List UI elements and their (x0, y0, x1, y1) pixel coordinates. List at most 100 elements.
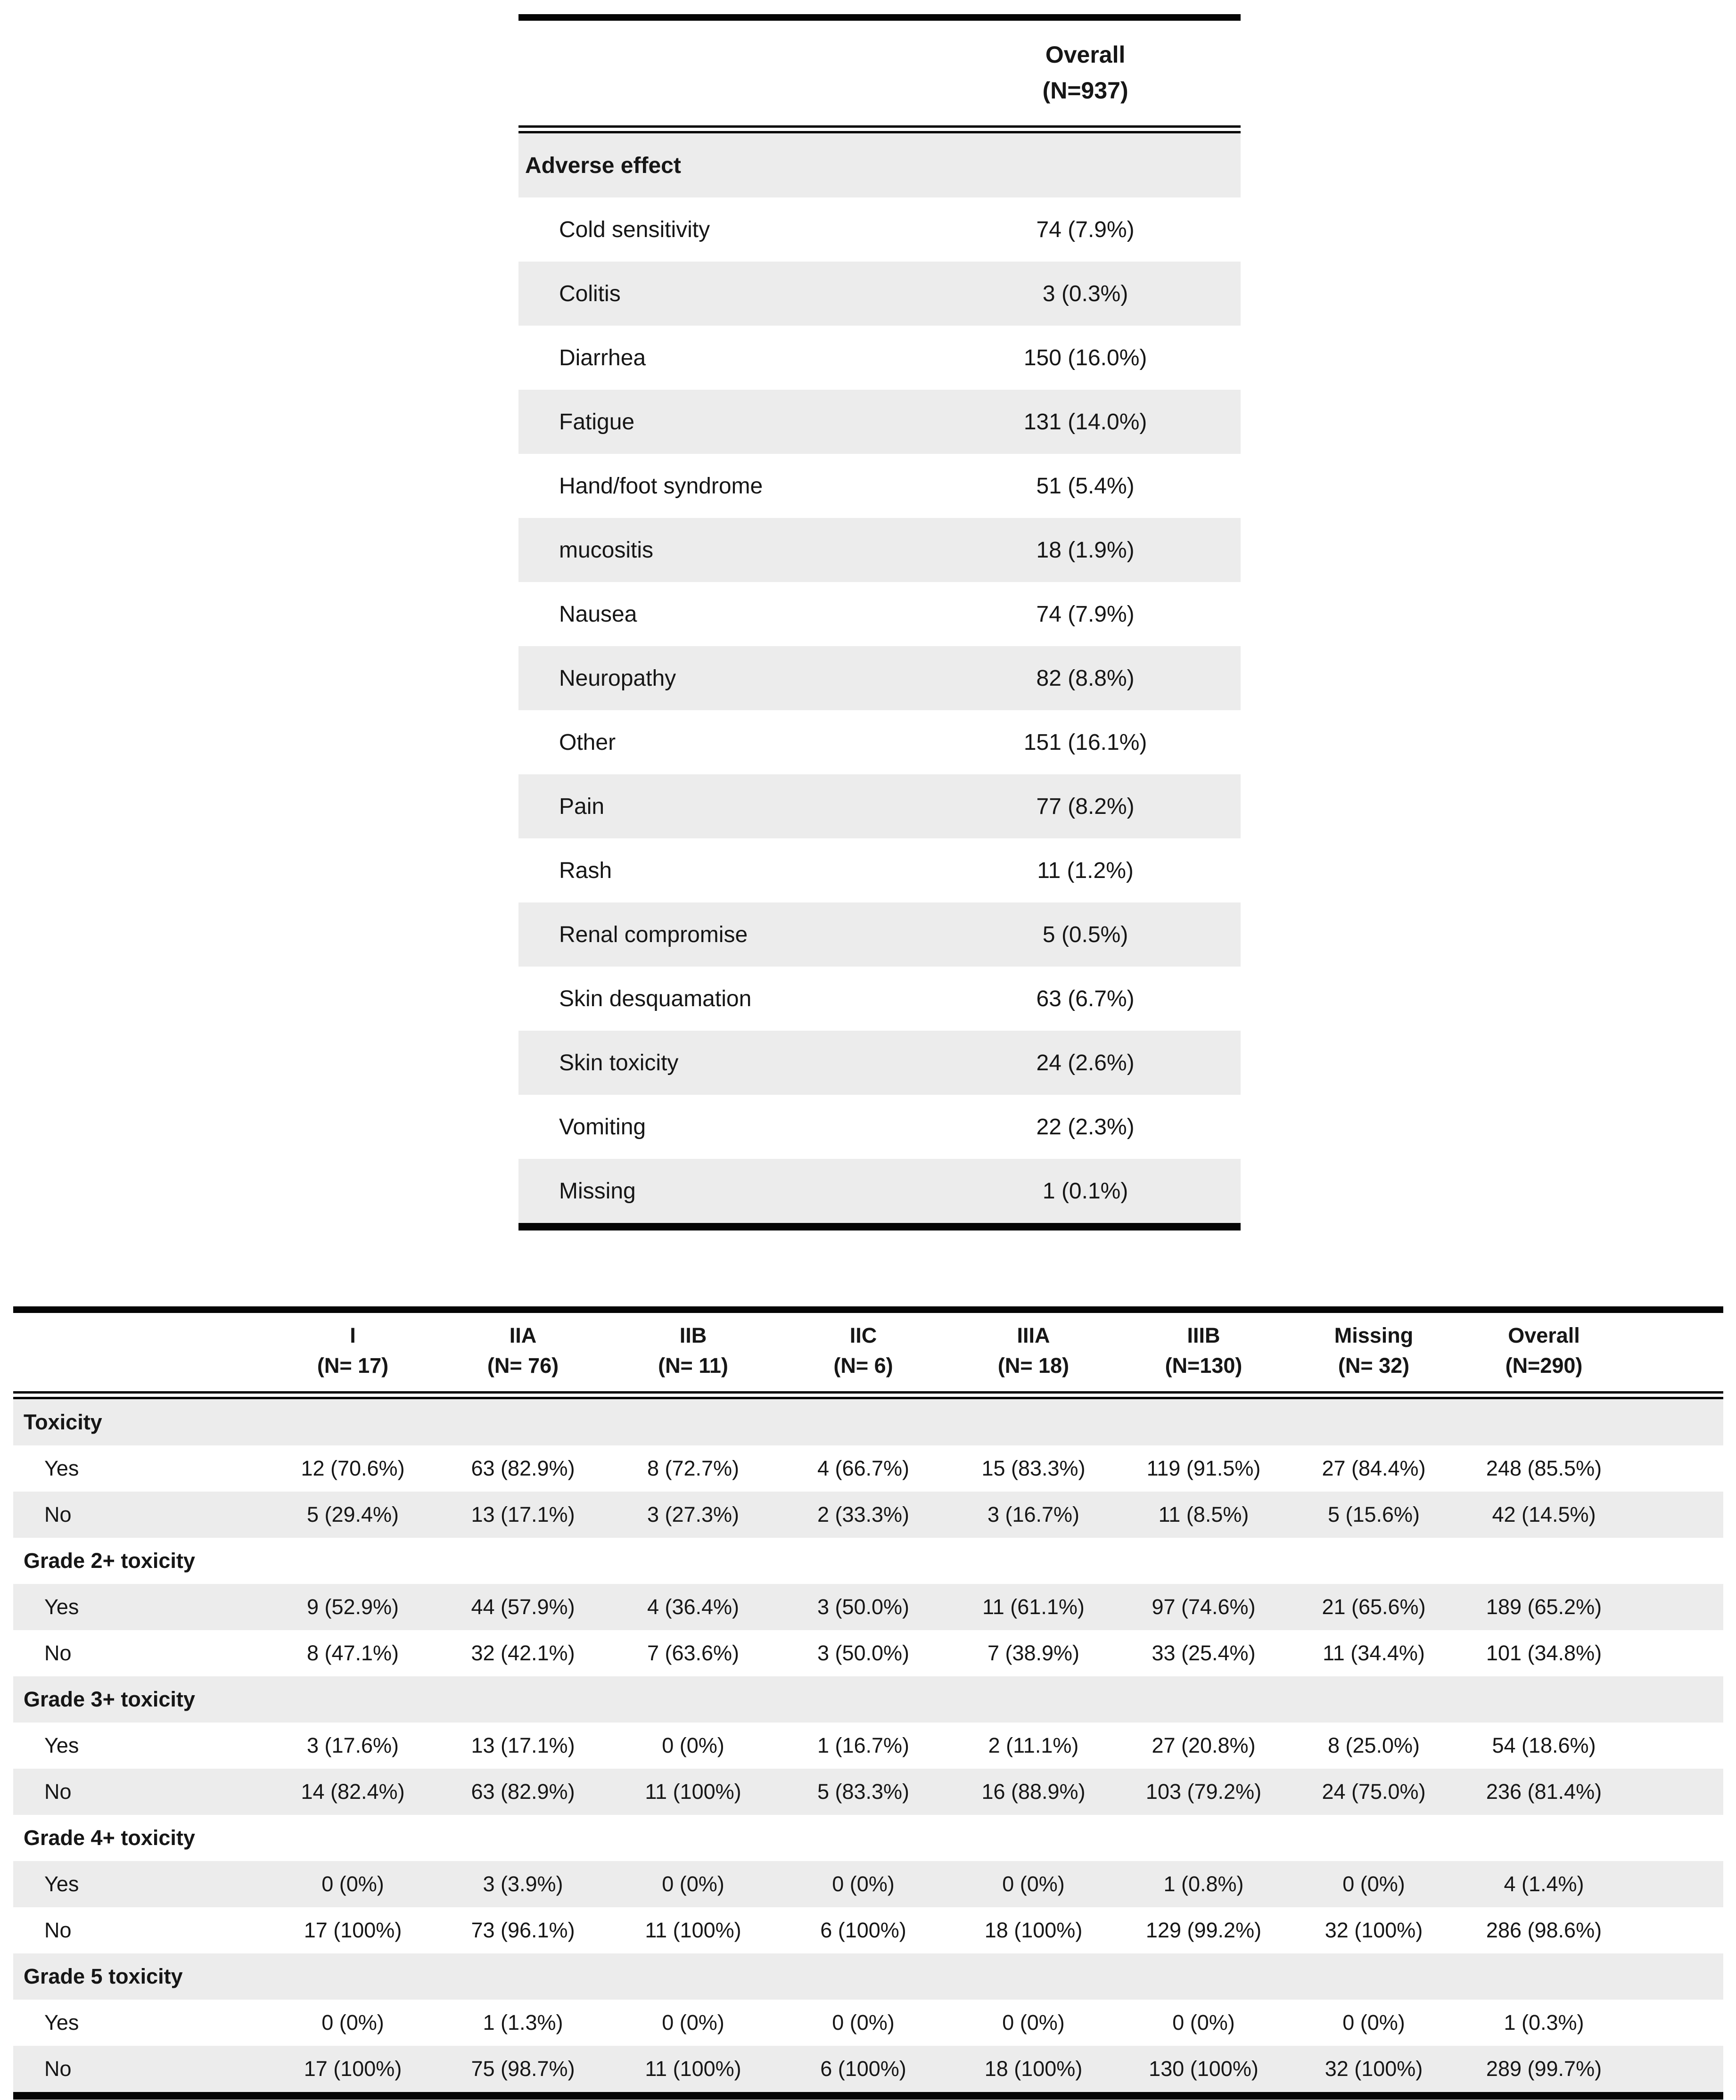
adverse-effects-table-body: Adverse effect Cold sensitivity 74 (7.9%… (518, 133, 1241, 1223)
table2-header-rule (13, 1391, 1723, 1399)
cell-value: 17 (100%) (304, 2057, 402, 2081)
table-row: Cold sensitivity 74 (7.9%) (518, 197, 1241, 262)
cell-value: 24 (75.0%) (1322, 1780, 1426, 1804)
cell-value: 119 (91.5%) (1146, 1456, 1261, 1480)
row-label: Neuropathy (559, 665, 676, 691)
cell-value: 1 (0.3%) (1504, 2010, 1584, 2034)
row-label: No (44, 1918, 72, 1942)
cell-value: 0 (0%) (662, 1872, 724, 1896)
table1-top-rule (518, 14, 1241, 21)
row-value: 77 (8.2%) (1036, 794, 1135, 819)
adverse-effects-table: Overall (N=937) Adverse effect Cold sens… (518, 14, 1241, 1230)
cell-value: 11 (100%) (645, 1780, 741, 1804)
cell-value: 63 (82.9%) (471, 1780, 575, 1804)
cell-value: 14 (82.4%) (301, 1780, 405, 1804)
row-value: 74 (7.9%) (1036, 601, 1135, 627)
row-label: Grade 2+ toxicity (24, 1549, 195, 1573)
table1-header-row: Overall (N=937) (518, 21, 1241, 125)
cell-value: 6 (100%) (820, 2057, 906, 2081)
table-row: No 8 (47.1%) 32 (42.1%) 7 (63.6%) 3 (50.… (13, 1630, 1723, 1676)
table-row: Diarrhea 150 (16.0%) (518, 326, 1241, 390)
table-row: Toxicity (13, 1399, 1723, 1445)
table1-header-rule (518, 125, 1241, 133)
table-row: Hand/foot syndrome 51 (5.4%) (518, 454, 1241, 518)
cell-value: 0 (0%) (321, 2010, 384, 2034)
table-row: Yes 0 (0%) 3 (3.9%) 0 (0%) 0 (0%) 0 (0%)… (13, 1861, 1723, 1907)
cell-value: 6 (100%) (820, 1918, 906, 1942)
row-value: 63 (6.7%) (1036, 986, 1135, 1011)
cell-value: 3 (50.0%) (817, 1595, 910, 1619)
cell-value: 27 (84.4%) (1322, 1456, 1426, 1480)
column-header: I (N= 17) (268, 1321, 438, 1381)
cell-value: 8 (25.0%) (1327, 1733, 1420, 1757)
cell-value: 4 (66.7%) (817, 1456, 910, 1480)
row-label: Yes (44, 2010, 79, 2034)
row-value: 5 (0.5%) (1042, 922, 1128, 947)
table-row: Grade 4+ toxicity (13, 1815, 1723, 1861)
cell-value: 189 (65.2%) (1486, 1595, 1602, 1619)
row-label: Grade 5 toxicity (24, 1964, 183, 1988)
table-row: Yes 9 (52.9%) 44 (57.9%) 4 (36.4%) 3 (50… (13, 1584, 1723, 1630)
row-label: No (44, 1641, 72, 1665)
cell-value: 0 (0%) (1002, 2010, 1065, 2034)
table-row: Grade 5 toxicity (13, 1953, 1723, 2000)
toxicity-by-stage-table: I (N= 17) IIA (N= 76) IIB (N= 11) I (13, 1306, 1723, 2100)
row-label: Yes (44, 1872, 79, 1896)
row-label: Other (559, 730, 616, 755)
cell-value: 0 (0%) (1002, 1872, 1065, 1896)
row-label: Toxicity (24, 1410, 102, 1434)
row-label: Skin toxicity (559, 1050, 679, 1075)
column-header-line1: IIIA (1017, 1323, 1050, 1347)
table-row: No 5 (29.4%) 13 (17.1%) 3 (27.3%) 2 (33.… (13, 1492, 1723, 1538)
row-value: 1 (0.1%) (1042, 1178, 1128, 1204)
column-header-line2: (N= 6) (833, 1354, 893, 1378)
row-label: Adverse effect (525, 153, 681, 178)
cell-value: 5 (29.4%) (306, 1502, 399, 1526)
column-header-line2: (N=130) (1165, 1354, 1242, 1378)
table-row: Fatigue 131 (14.0%) (518, 390, 1241, 454)
row-value: 24 (2.6%) (1036, 1050, 1135, 1075)
row-label: Hand/foot syndrome (559, 473, 763, 499)
row-label: Cold sensitivity (559, 217, 710, 242)
cell-value: 16 (88.9%) (981, 1780, 1086, 1804)
cell-value: 18 (100%) (984, 1918, 1083, 1942)
column-header: IIC (N= 6) (778, 1321, 948, 1381)
row-value: 74 (7.9%) (1036, 217, 1135, 242)
cell-value: 7 (63.6%) (647, 1641, 740, 1665)
cell-value: 21 (65.6%) (1322, 1595, 1426, 1619)
cell-value: 17 (100%) (304, 1918, 402, 1942)
row-value: 82 (8.8%) (1036, 665, 1135, 691)
cell-value: 2 (11.1%) (988, 1733, 1079, 1757)
row-label: Grade 4+ toxicity (24, 1826, 195, 1850)
row-label: Missing (559, 1178, 636, 1204)
table-row: Adverse effect (518, 133, 1241, 197)
row-label: No (44, 2057, 72, 2081)
cell-value: 3 (3.9%) (483, 1872, 563, 1896)
cell-value: 130 (100%) (1149, 2057, 1259, 2081)
row-label: Grade 3+ toxicity (24, 1687, 195, 1711)
table-row: Grade 2+ toxicity (13, 1538, 1723, 1584)
cell-value: 236 (81.4%) (1486, 1780, 1602, 1804)
cell-value: 32 (42.1%) (471, 1641, 575, 1665)
column-header-line1: Overall (1508, 1323, 1580, 1347)
cell-value: 63 (82.9%) (471, 1456, 575, 1480)
row-value: 18 (1.9%) (1036, 537, 1135, 563)
column-header-line1: IIC (849, 1323, 877, 1347)
row-label: Nausea (559, 601, 637, 627)
cell-value: 8 (72.7%) (647, 1456, 740, 1480)
cell-value: 248 (85.5%) (1486, 1456, 1602, 1480)
cell-value: 289 (99.7%) (1486, 2057, 1602, 2081)
table-row: Renal compromise 5 (0.5%) (518, 902, 1241, 967)
cell-value: 13 (17.1%) (471, 1502, 575, 1526)
table-row: Yes 12 (70.6%) 63 (82.9%) 8 (72.7%) 4 (6… (13, 1445, 1723, 1492)
table-row: Grade 3+ toxicity (13, 1676, 1723, 1723)
column-header-line2: (N= 32) (1338, 1354, 1410, 1378)
row-value: 3 (0.3%) (1042, 281, 1128, 306)
column-header-line2: (N= 18) (997, 1354, 1070, 1378)
cell-value: 44 (57.9%) (471, 1595, 575, 1619)
cell-value: 0 (0%) (662, 2010, 724, 2034)
column-header-line1: IIA (509, 1323, 537, 1347)
column-header: Overall (N=290) (1459, 1321, 1629, 1381)
cell-value: 12 (70.6%) (301, 1456, 405, 1480)
column-header-line1: IIIB (1187, 1323, 1220, 1347)
